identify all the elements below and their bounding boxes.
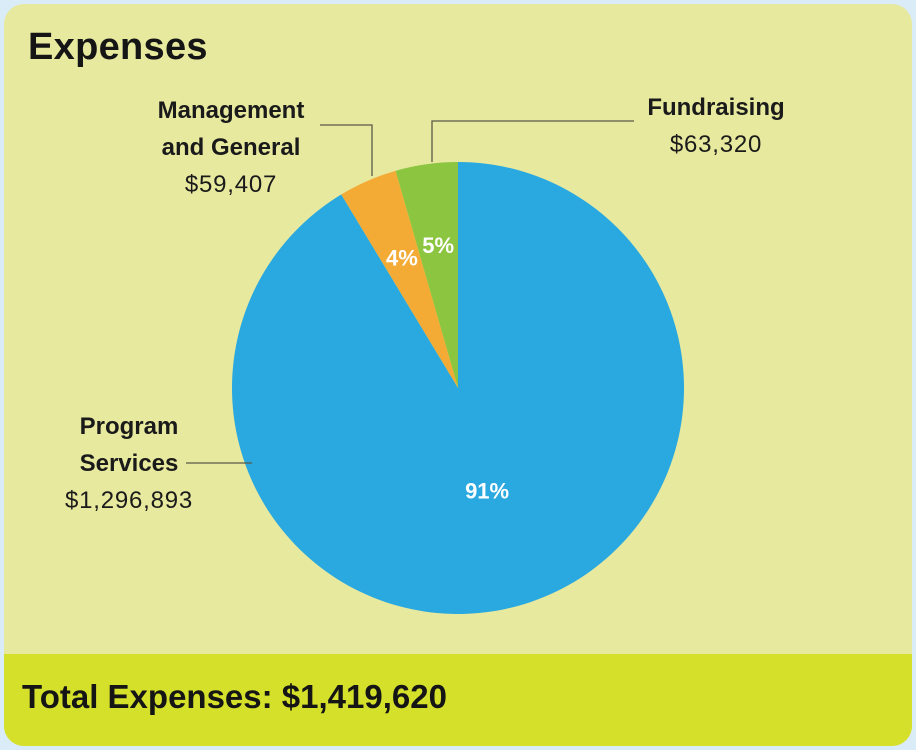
label-program: Program Services $1,296,893	[44, 408, 214, 519]
label-fundraising: Fundraising $63,320	[626, 89, 806, 163]
leader-line-fundraising	[431, 120, 634, 162]
leader-lines	[186, 120, 634, 464]
footer-bar: Total Expenses: $1,419,620	[4, 654, 912, 746]
percent-label-fundraising: 5%	[422, 233, 454, 258]
pie-slices	[232, 162, 685, 614]
label-management: Management and General $59,407	[136, 92, 326, 203]
pie-chart: 5%4% 91%	[186, 120, 685, 614]
label-management-amount: $59,407	[184, 171, 278, 198]
label-fundraising-name: Fundraising	[647, 94, 785, 121]
expenses-card: Expenses Management and General $59,407 …	[4, 4, 912, 746]
pie-slice-management-and-general	[341, 170, 458, 388]
page-title: Expenses	[28, 26, 208, 68]
label-management-name-line2: and General	[161, 134, 301, 161]
label-fundraising-amount: $63,320	[669, 131, 763, 158]
percent-label-management-and-general: 4%	[386, 245, 418, 270]
label-program-name-line2: Services	[79, 450, 179, 477]
pie-slice-fundraising	[395, 162, 458, 388]
label-program-name-line1: Program	[79, 413, 179, 440]
label-management-name-line1: Management	[157, 97, 305, 124]
total-expenses: Total Expenses: $1,419,620	[22, 678, 447, 715]
percent-label-program-services: 91%	[465, 478, 509, 503]
label-program-amount: $1,296,893	[64, 487, 194, 514]
percent-labels: 5%4% 91%	[386, 233, 509, 503]
pie-slice-program-services	[232, 162, 685, 614]
leader-line-management	[320, 124, 373, 176]
